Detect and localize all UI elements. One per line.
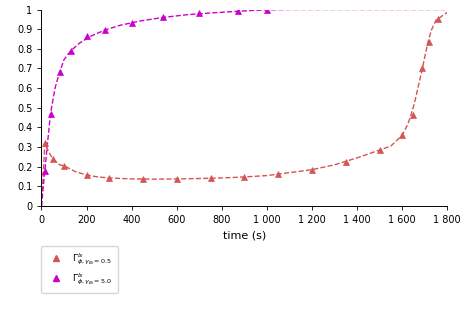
Legend: $\Gamma^{ls}_{\phi,\gamma_{Bi}=0.5}$, $\Gamma^{ls}_{\phi,\gamma_{Bi}=5.0}$: $\Gamma^{ls}_{\phi,\gamma_{Bi}=0.5}$, $\… — [41, 246, 118, 293]
X-axis label: time (s): time (s) — [223, 231, 266, 241]
